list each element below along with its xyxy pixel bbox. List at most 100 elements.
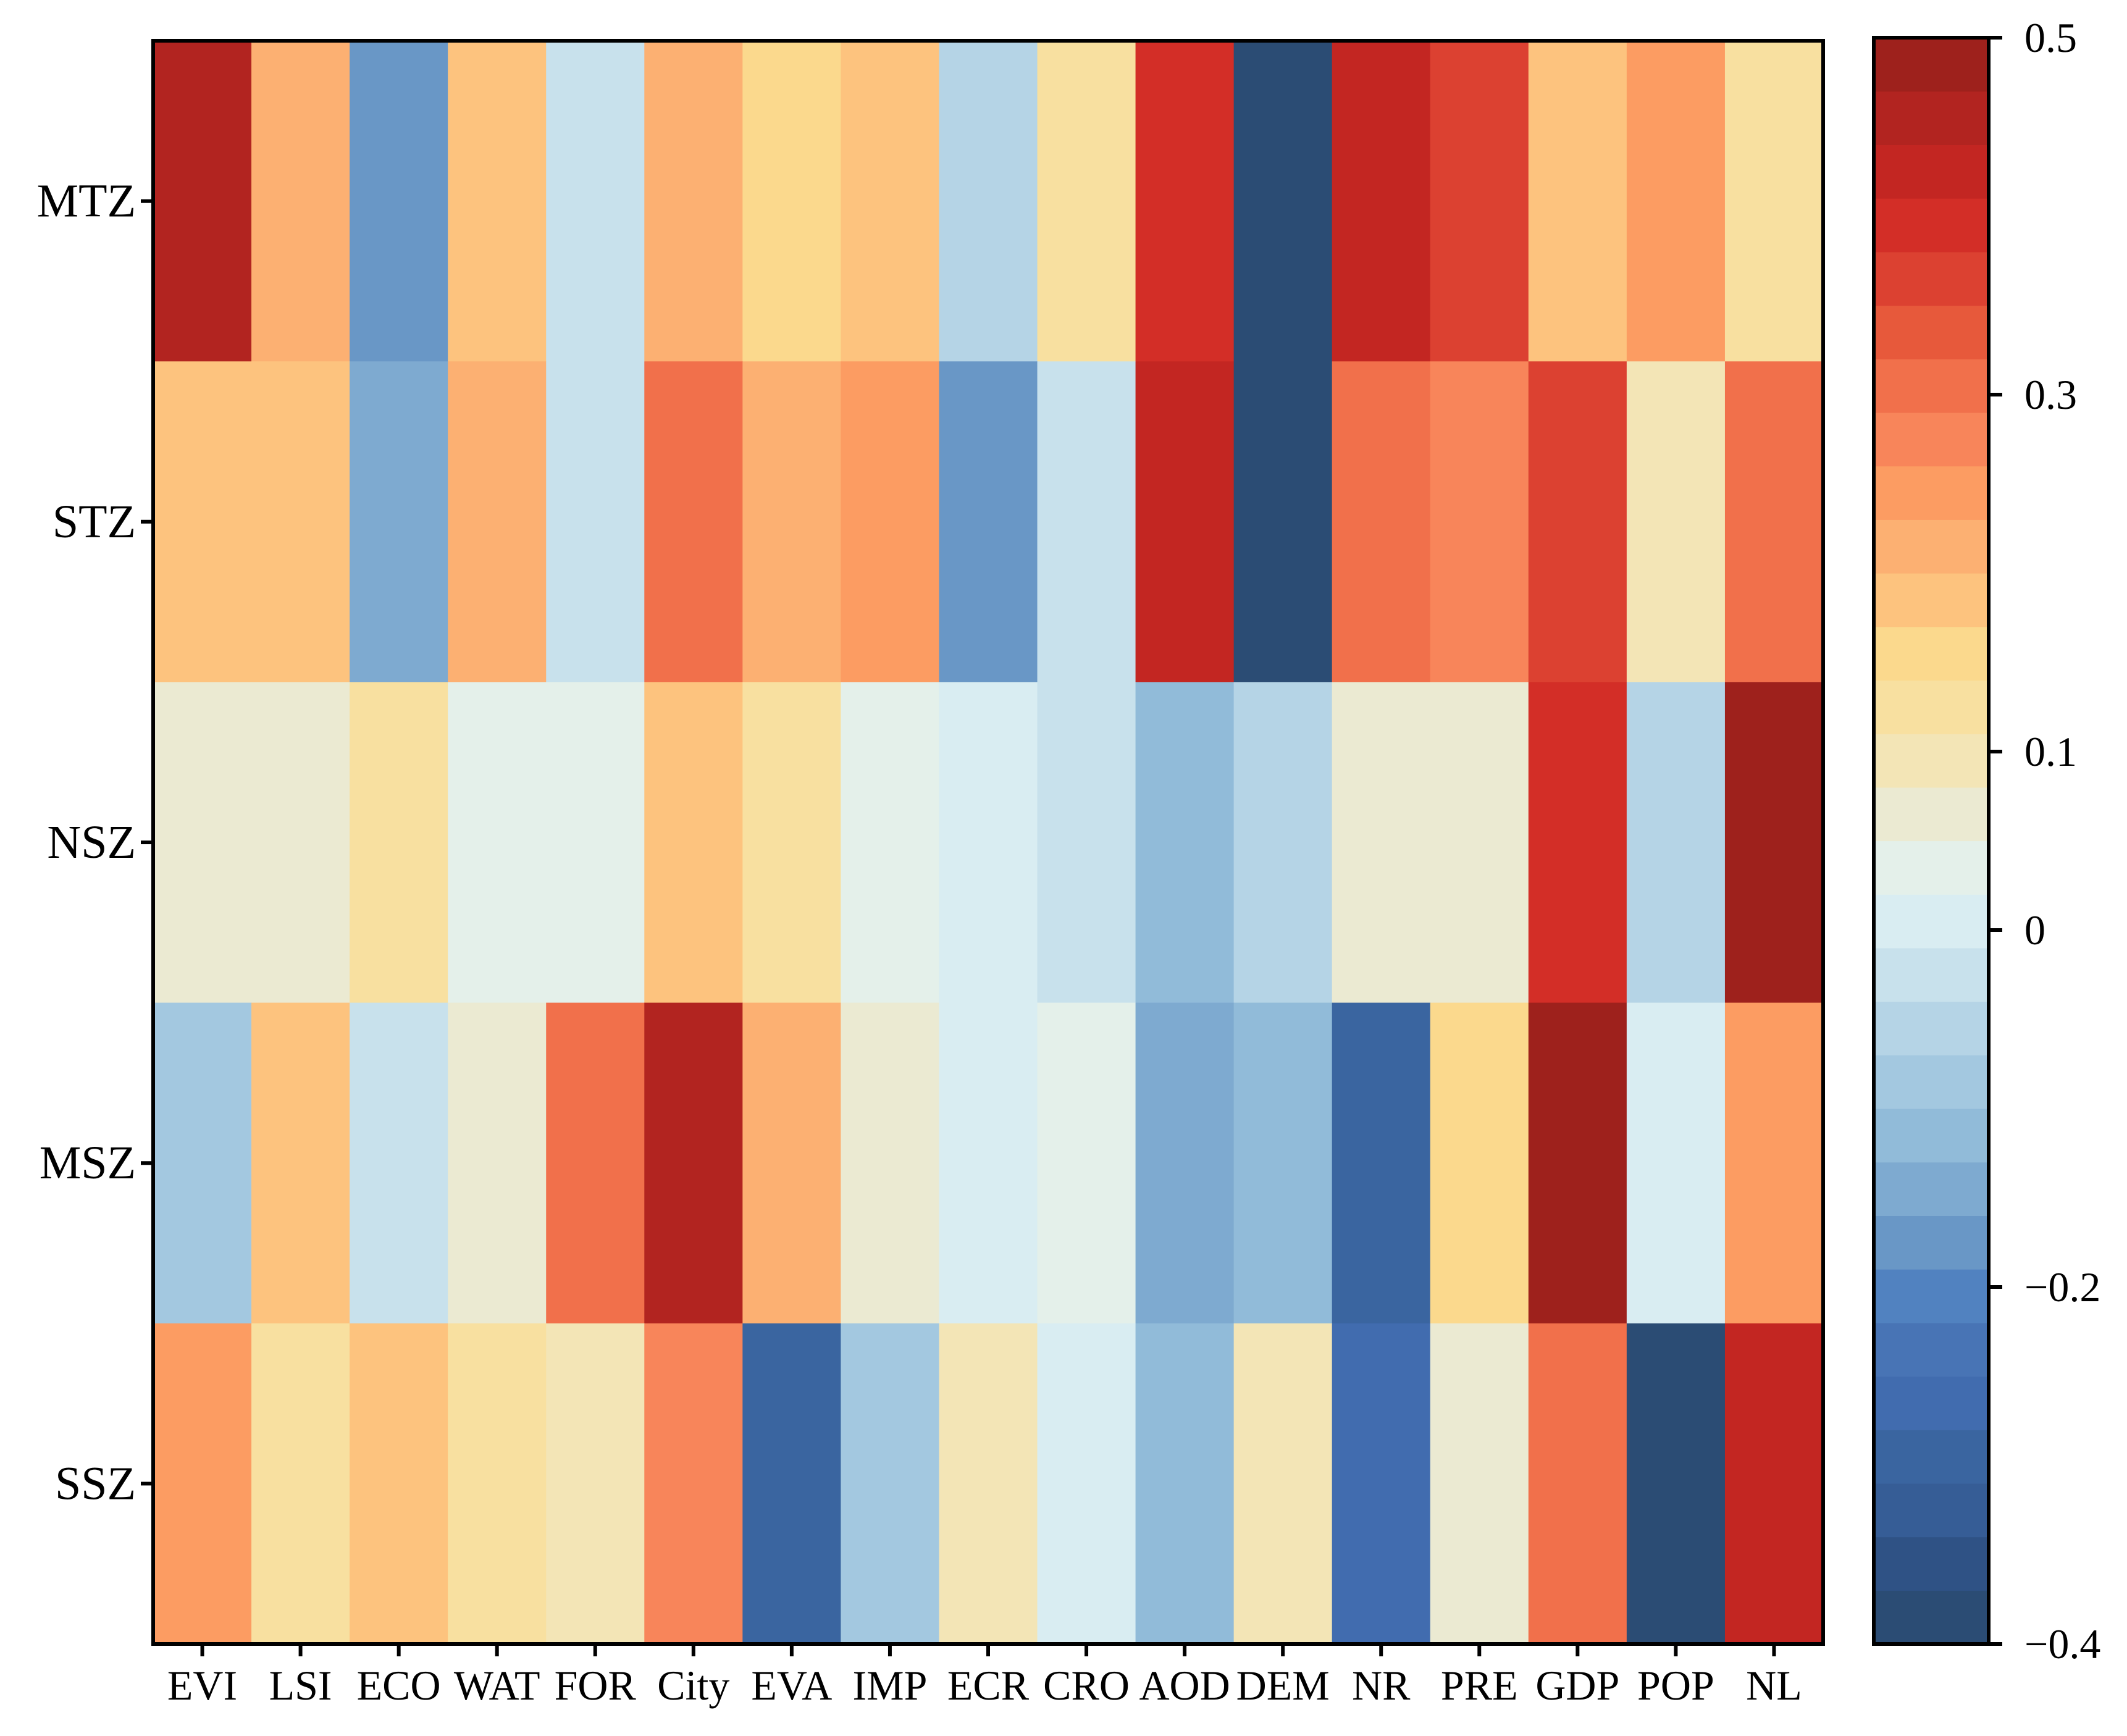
x-tick-label: IMP	[852, 1662, 927, 1709]
x-tick-label: LSI	[269, 1662, 332, 1709]
heatmap-cell	[546, 361, 645, 682]
heatmap-cell	[1626, 1323, 1726, 1645]
heatmap-cell	[939, 1002, 1038, 1324]
heatmap-cell	[742, 41, 842, 362]
y-axis: MTZ STZ NSZ MSZ SSZ	[37, 175, 153, 1509]
heatmap-cell	[1430, 41, 1529, 362]
heatmap-cell	[644, 41, 743, 362]
heatmap-cell	[1430, 682, 1529, 1004]
heatmap-cell	[1724, 1002, 1824, 1324]
colorbar-segment	[1874, 1001, 1989, 1055]
heatmap-cell	[742, 1002, 842, 1324]
heatmap-cell	[1135, 682, 1235, 1004]
heatmap-cell	[1037, 41, 1136, 362]
colorbar-segment	[1874, 787, 1989, 842]
heatmap-cell	[251, 361, 350, 682]
heatmap-cell	[939, 682, 1038, 1004]
colorbar-segment	[1874, 145, 1989, 199]
heatmap-cell	[1233, 361, 1333, 682]
colorbar-segment	[1874, 947, 1989, 1002]
colorbar-segment	[1874, 1376, 1989, 1430]
y-tick-label: STZ	[52, 496, 136, 548]
heatmap-cell	[448, 361, 547, 682]
heatmap-cell	[1332, 1323, 1431, 1645]
heatmap-cell	[546, 1002, 645, 1324]
colorbar-tick-label: 0.5	[2024, 14, 2077, 61]
x-tick-label: WAT	[454, 1662, 540, 1709]
heatmap-cell	[251, 682, 350, 1004]
colorbar-segment	[1874, 573, 1989, 627]
heatmap-cell	[350, 41, 448, 362]
colorbar-tick-label: 0.3	[2024, 371, 2077, 418]
heatmap-cells	[153, 41, 1824, 1645]
heatmap-cell	[350, 1002, 448, 1324]
heatmap-cell	[841, 1323, 940, 1645]
colorbar-tick-label: 0.1	[2024, 728, 2077, 775]
heatmap-cell	[1724, 41, 1824, 362]
x-axis: EVI LSI ECO WAT FOR City EVA IMP ECR CRO AOD DEM NR P…	[167, 1644, 1802, 1709]
heatmap-cell	[742, 361, 842, 682]
heatmap-cell	[1724, 1323, 1824, 1645]
heatmap-cell	[742, 682, 842, 1004]
colorbar-tick-label: 0	[2024, 907, 2045, 954]
colorbar-segment	[1874, 1590, 1989, 1645]
x-tick-label: NL	[1746, 1662, 1802, 1709]
y-tick-label: SSZ	[55, 1457, 136, 1509]
heatmap-cell	[644, 682, 743, 1004]
x-tick-label: ECO	[357, 1662, 441, 1709]
heatmap-cell	[448, 1323, 547, 1645]
heatmap-cell	[1528, 1323, 1627, 1645]
colorbar-segment	[1874, 466, 1989, 520]
heatmap-cell	[644, 361, 743, 682]
heatmap-cell	[1135, 361, 1235, 682]
colorbar-tick-label: −0.2	[2024, 1264, 2100, 1310]
colorbar-segment	[1874, 1269, 1989, 1323]
heatmap-cell	[1528, 682, 1627, 1004]
heatmap-cell	[350, 682, 448, 1004]
colorbar	[1874, 38, 1989, 1645]
colorbar-segment	[1874, 359, 1989, 413]
colorbar-segment	[1874, 412, 1989, 467]
x-tick-label: GDP	[1535, 1662, 1619, 1709]
heatmap-cell	[1430, 1323, 1529, 1645]
heatmap-cell	[251, 41, 350, 362]
heatmap-cell	[1626, 361, 1726, 682]
heatmap-cell	[448, 41, 547, 362]
heatmap-cell	[841, 41, 940, 362]
heatmap-cell	[153, 41, 252, 362]
heatmap-cell	[251, 1323, 350, 1645]
colorbar-segment	[1874, 198, 1989, 253]
heatmap-cell	[546, 682, 645, 1004]
y-tick-label: MSZ	[40, 1137, 136, 1189]
colorbar-segment	[1874, 91, 1989, 145]
heatmap-cell	[1626, 1002, 1726, 1324]
x-tick-label: DEM	[1236, 1662, 1330, 1709]
x-tick-label: City	[657, 1662, 729, 1709]
x-tick-label: POP	[1637, 1662, 1714, 1709]
heatmap-cell	[153, 361, 252, 682]
heatmap-cell	[1233, 1323, 1333, 1645]
heatmap-cell	[644, 1323, 743, 1645]
heatmap-cell	[841, 682, 940, 1004]
heatmap-cell	[1332, 41, 1431, 362]
colorbar-segment	[1874, 841, 1989, 895]
colorbar-ticks: 0.5 0.3 0.1 0 −0.2 −0.4	[1989, 14, 2100, 1667]
heatmap-cell	[1037, 682, 1136, 1004]
heatmap-cell	[1724, 682, 1824, 1004]
colorbar-segment	[1874, 1483, 1989, 1538]
heatmap-cell	[1626, 41, 1726, 362]
heatmap-cell	[1332, 361, 1431, 682]
colorbar-segment	[1874, 1322, 1989, 1377]
x-tick-label: FOR	[555, 1662, 637, 1709]
heatmap-cell	[841, 361, 940, 682]
heatmap-cell	[939, 361, 1038, 682]
heatmap-cell	[1135, 1002, 1235, 1324]
heatmap-cell	[1233, 1002, 1333, 1324]
heatmap-cell	[153, 1002, 252, 1324]
colorbar-segment	[1874, 734, 1989, 788]
x-tick-label: EVA	[751, 1662, 832, 1709]
heatmap-cell	[1528, 1002, 1627, 1324]
colorbar-segment	[1874, 38, 1989, 92]
heatmap-cell	[251, 1002, 350, 1324]
heatmap-cell	[1037, 1323, 1136, 1645]
